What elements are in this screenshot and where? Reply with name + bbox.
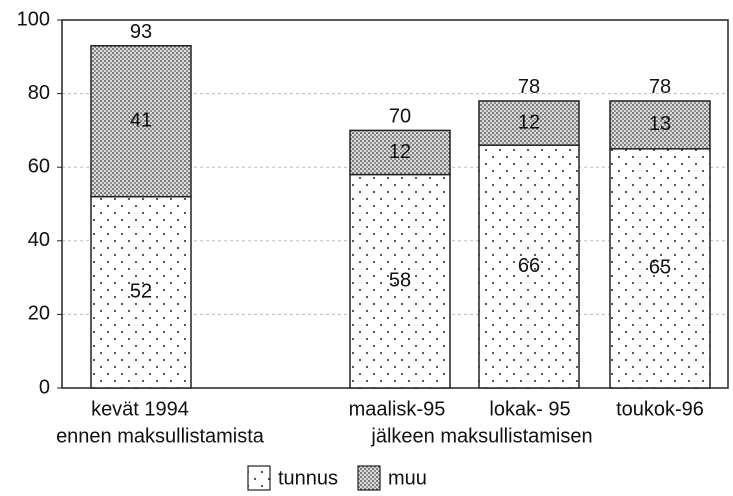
y-tick-label: 60 bbox=[28, 155, 50, 177]
x-tick-label: lokak- 95 bbox=[489, 398, 570, 420]
total-label: 93 bbox=[130, 21, 152, 43]
bar-segment bbox=[349, 173, 451, 389]
segment-label: 66 bbox=[518, 255, 540, 277]
bar-segment bbox=[478, 144, 580, 389]
x-tick-label: maalisk-95 bbox=[349, 398, 446, 420]
x-tick-label: toukok-96 bbox=[616, 398, 704, 420]
segment-label: 13 bbox=[649, 113, 671, 135]
y-tick-label: 0 bbox=[39, 376, 50, 398]
y-tick-label: 20 bbox=[28, 303, 50, 325]
legend-swatch bbox=[357, 465, 381, 491]
y-tick-label: 40 bbox=[28, 229, 50, 251]
y-tick-label: 80 bbox=[28, 82, 50, 104]
total-label: 78 bbox=[649, 76, 671, 98]
total-label: 70 bbox=[389, 106, 411, 128]
bar-segment bbox=[609, 100, 711, 150]
segment-label: 65 bbox=[649, 257, 671, 279]
bar-segment bbox=[90, 45, 192, 198]
y-tick-label: 100 bbox=[17, 8, 50, 30]
bar-segment bbox=[349, 129, 451, 176]
legend-swatch bbox=[247, 465, 271, 491]
legend-label: tunnus bbox=[278, 467, 338, 489]
segment-label: 41 bbox=[130, 109, 152, 131]
segment-label: 52 bbox=[130, 281, 152, 303]
segment-label: 58 bbox=[389, 270, 411, 292]
segment-label: 12 bbox=[389, 141, 411, 163]
legend-label: muu bbox=[388, 467, 427, 489]
x-tick-label: kevät 1994 bbox=[91, 398, 189, 420]
bar-segment bbox=[609, 148, 711, 389]
total-label: 78 bbox=[518, 76, 540, 98]
bar-segment bbox=[478, 100, 580, 146]
segment-label: 12 bbox=[518, 111, 540, 133]
bar-segment bbox=[90, 195, 192, 389]
group-label: ennen maksullistamista bbox=[56, 425, 265, 447]
group-label: jälkeen maksullistamisen bbox=[370, 425, 592, 447]
